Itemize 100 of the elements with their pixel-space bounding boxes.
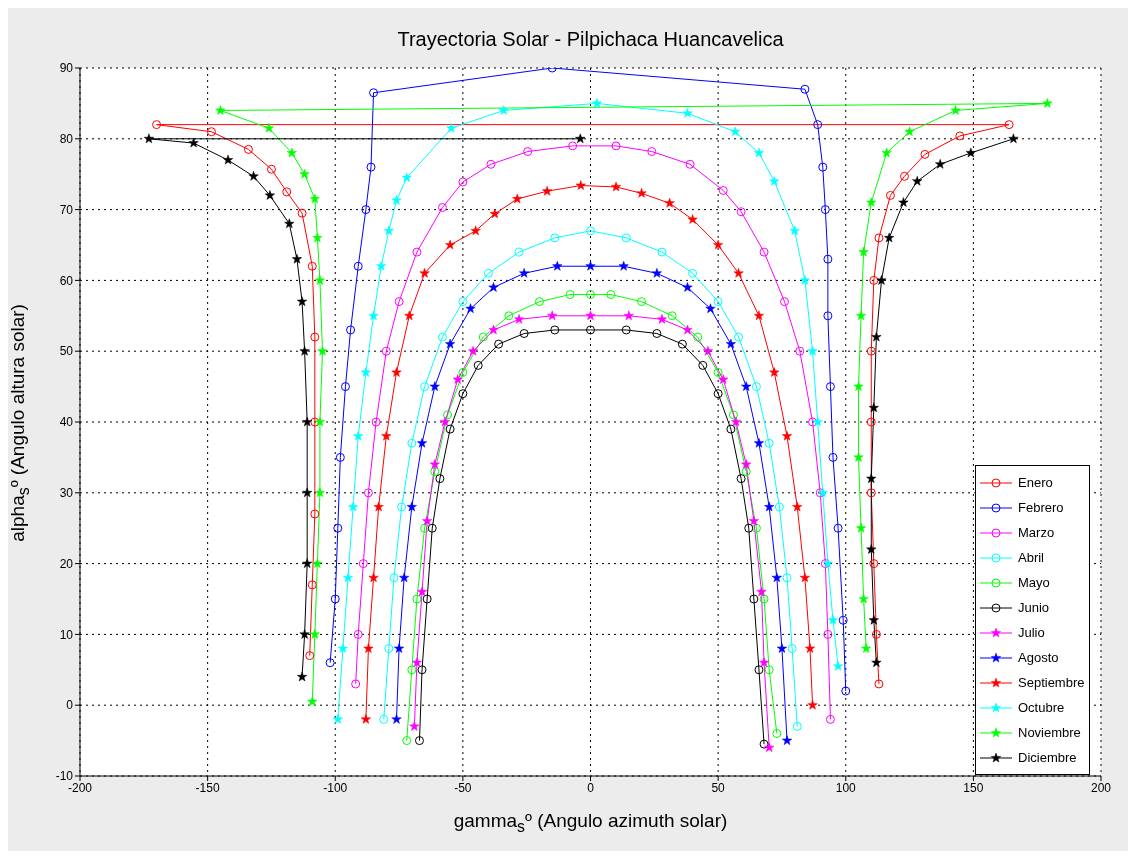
point — [488, 282, 499, 292]
point — [741, 381, 752, 391]
point — [884, 232, 895, 243]
point — [611, 141, 621, 151]
point — [764, 665, 774, 675]
point — [871, 629, 881, 639]
point — [366, 162, 376, 172]
point — [823, 629, 833, 639]
point — [869, 559, 879, 569]
point — [575, 180, 586, 190]
point — [152, 120, 162, 130]
point — [309, 193, 320, 204]
point — [787, 644, 797, 654]
chart-title: Trayectoria Solar - Pilpichaca Huancavelica — [396, 28, 785, 51]
point — [248, 171, 259, 181]
point — [866, 417, 876, 427]
point — [647, 147, 657, 157]
point — [309, 629, 320, 639]
point — [435, 474, 445, 484]
point — [547, 310, 558, 321]
point — [371, 417, 381, 427]
y-tick-label: 50 — [59, 344, 74, 359]
point — [753, 147, 764, 158]
point — [550, 233, 560, 243]
point — [299, 629, 310, 639]
point — [965, 147, 976, 158]
point — [317, 345, 328, 356]
point — [920, 149, 930, 159]
x-tick-label: 150 — [963, 780, 984, 795]
point — [223, 154, 234, 165]
point — [305, 651, 315, 661]
point — [730, 126, 741, 137]
point — [243, 144, 253, 154]
point — [369, 88, 379, 98]
point — [417, 437, 428, 448]
point — [412, 247, 422, 257]
point — [384, 644, 394, 654]
point — [373, 501, 384, 512]
point — [346, 325, 356, 335]
point — [636, 188, 647, 198]
point — [458, 177, 468, 187]
point — [389, 573, 399, 583]
point — [753, 437, 764, 448]
point — [718, 185, 728, 195]
point — [401, 172, 412, 183]
point — [795, 346, 805, 356]
point — [381, 430, 392, 441]
point — [823, 311, 833, 321]
point — [718, 374, 729, 384]
point — [866, 346, 876, 356]
point — [514, 314, 525, 324]
point — [266, 164, 276, 174]
legend-label: Marzo — [1018, 525, 1055, 540]
point — [833, 661, 844, 671]
point — [682, 282, 693, 292]
point — [353, 629, 363, 639]
point — [486, 159, 496, 169]
point — [586, 325, 595, 335]
point — [769, 176, 780, 186]
point — [881, 147, 892, 158]
point — [726, 424, 736, 434]
point — [333, 523, 343, 533]
y-tick-label: 30 — [59, 486, 74, 501]
point — [789, 225, 800, 236]
point — [394, 643, 405, 653]
point — [623, 310, 634, 321]
point — [818, 162, 828, 172]
point — [725, 338, 736, 349]
point — [799, 275, 810, 285]
point — [899, 171, 909, 181]
point — [858, 246, 869, 257]
point — [856, 522, 867, 533]
point — [621, 325, 631, 335]
point — [519, 329, 529, 338]
point — [772, 729, 782, 739]
y-tick-label: 10 — [59, 627, 74, 642]
point — [284, 218, 295, 229]
point — [591, 98, 602, 108]
point — [753, 310, 764, 321]
point — [399, 572, 410, 583]
point — [713, 239, 724, 250]
point — [523, 147, 533, 157]
point — [452, 374, 463, 384]
point — [869, 275, 879, 285]
point — [853, 452, 864, 462]
y-tick-label: 90 — [59, 61, 74, 76]
point — [363, 488, 373, 498]
point — [427, 523, 437, 533]
point — [215, 105, 226, 115]
point — [488, 324, 499, 335]
point — [813, 120, 823, 130]
point — [688, 268, 698, 278]
point — [756, 586, 767, 597]
point — [406, 501, 417, 512]
point — [749, 594, 759, 604]
point — [363, 643, 374, 653]
point — [414, 736, 424, 746]
point — [445, 338, 456, 349]
point — [825, 382, 835, 392]
point — [751, 523, 761, 533]
